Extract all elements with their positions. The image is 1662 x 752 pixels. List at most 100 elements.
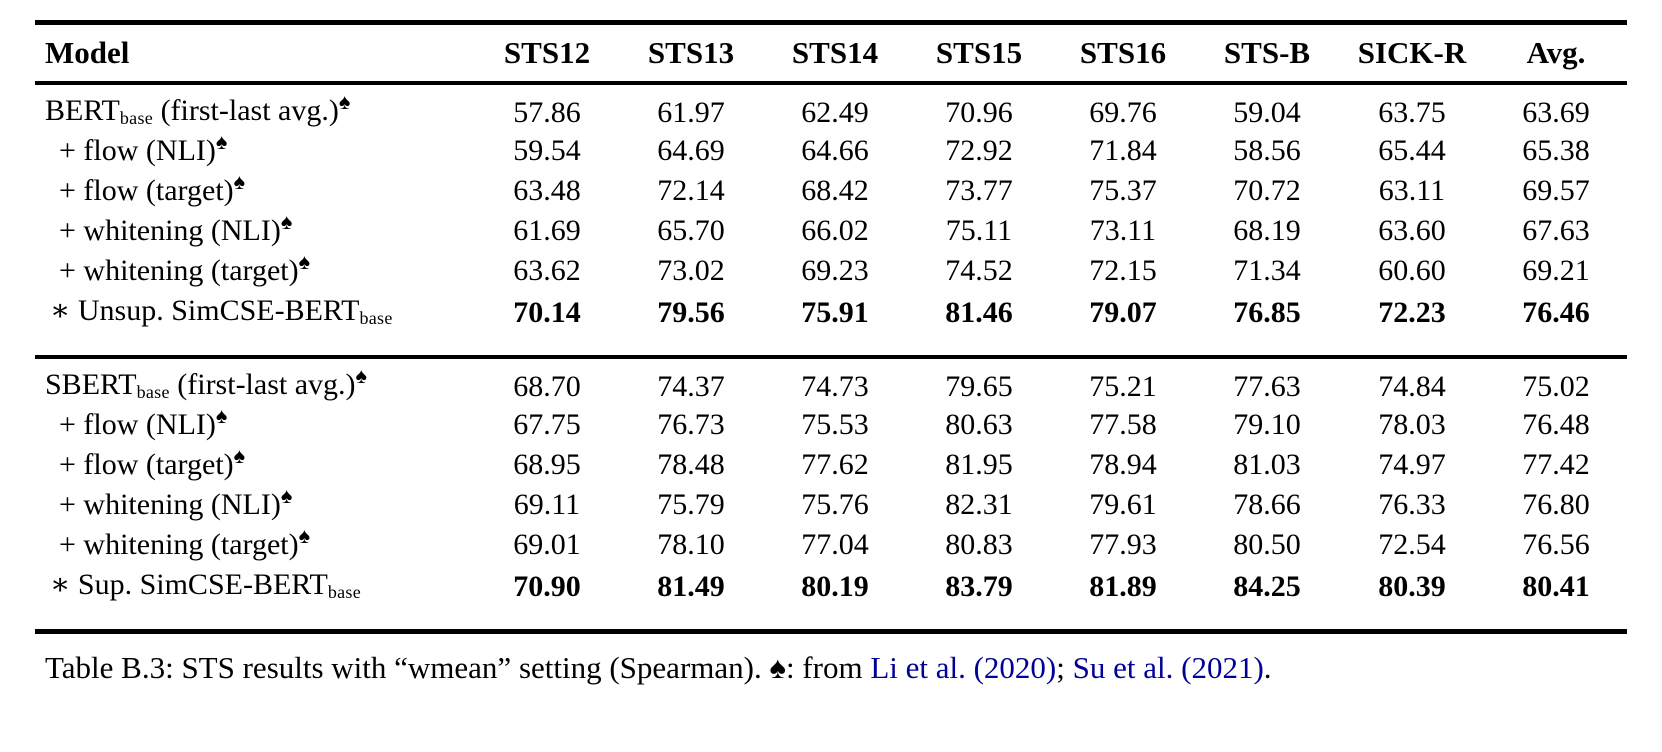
cell-value: 58.56 xyxy=(1233,134,1301,167)
spade-icon: ♠ xyxy=(233,444,246,468)
table-header-rule xyxy=(35,81,1627,85)
cell-value: 61.97 xyxy=(657,95,725,129)
column-header-avg: Avg. xyxy=(1526,35,1586,70)
table-row: + flow (target)♠ 68.95 78.48 77.62 81.95 78.9… xyxy=(35,445,1627,485)
column-header-sick-r: SICK-R xyxy=(1357,35,1467,70)
spade-icon: ♠ xyxy=(355,364,368,388)
cell-value: 72.54 xyxy=(1378,528,1446,561)
cell-value: 59.04 xyxy=(1233,95,1301,129)
cell-value: 78.03 xyxy=(1378,408,1446,441)
row-label-main: + whitening (NLI) xyxy=(59,488,281,521)
spade-icon: ♠ xyxy=(298,250,311,274)
cell-value: 60.60 xyxy=(1378,254,1446,287)
cell-value: 63.60 xyxy=(1378,214,1446,247)
cell-value: 75.79 xyxy=(657,488,725,521)
cell-value: 72.14 xyxy=(657,174,725,207)
row-label: SBERTbase (first-last avg.)♠ xyxy=(35,365,475,408)
table-header-row: Model STS12 STS13 STS14 STS15 STS16 STS-B SICK-… xyxy=(35,25,1627,81)
cell-value: 81.46 xyxy=(945,295,1013,329)
cell-value: 69.57 xyxy=(1522,174,1590,207)
cell-value: 82.31 xyxy=(945,488,1013,521)
cell-value: 76.33 xyxy=(1378,488,1446,521)
cell-value: 69.21 xyxy=(1522,254,1590,287)
row-label: + whitening (target)♠ xyxy=(35,251,475,291)
cell-value: 76.46 xyxy=(1522,295,1590,329)
cell-value: 68.42 xyxy=(801,174,869,207)
spade-icon: ♠ xyxy=(280,210,293,234)
cell-value: 81.89 xyxy=(1089,569,1157,603)
cell-value: 67.63 xyxy=(1522,214,1590,247)
cell-value: 80.41 xyxy=(1522,569,1590,603)
cell-value: 81.49 xyxy=(657,569,725,603)
cell-value: 65.38 xyxy=(1522,134,1590,167)
row-label: + whitening (NLI)♠ xyxy=(35,211,475,251)
cell-value: 78.94 xyxy=(1089,448,1157,481)
cell-value: 75.76 xyxy=(801,488,869,521)
cell-value: 73.02 xyxy=(657,254,725,287)
row-label-detail: (first-last avg.) xyxy=(153,94,339,127)
table-mid-rule xyxy=(35,355,1627,359)
table-bottom-rule xyxy=(35,629,1627,634)
cell-value: 69.01 xyxy=(513,528,581,561)
caption-text: Table B.3: STS results with “wmean” sett… xyxy=(45,650,770,685)
citation-link-li-et-al-2020[interactable]: Li et al. (2020) xyxy=(870,650,1057,685)
spade-icon: ♠ xyxy=(280,484,293,508)
cell-value: 71.84 xyxy=(1089,134,1157,167)
row-label-subscript: base xyxy=(327,581,361,602)
cell-value: 64.66 xyxy=(801,134,869,167)
spade-icon: ♠ xyxy=(215,404,228,428)
citation-link-su-et-al-2021[interactable]: Su et al. (2021) xyxy=(1072,650,1264,685)
cell-value: 77.63 xyxy=(1233,369,1301,403)
row-label: + flow (NLI)♠ xyxy=(35,131,475,171)
row-label-subscript: base xyxy=(359,307,393,328)
row-label: + flow (target)♠ xyxy=(35,445,475,485)
cell-value: 64.69 xyxy=(657,134,725,167)
cell-value: 79.65 xyxy=(945,369,1013,403)
row-label: + whitening (NLI)♠ xyxy=(35,485,475,525)
cell-value: 68.95 xyxy=(513,448,581,481)
cell-value: 79.56 xyxy=(657,295,725,329)
cell-value: 75.02 xyxy=(1522,369,1590,403)
table-caption: Table B.3: STS results with “wmean” sett… xyxy=(45,650,1272,686)
row-label-main: ∗ Unsup. SimCSE-BERT xyxy=(50,294,360,327)
cell-value: 72.15 xyxy=(1089,254,1157,287)
spade-icon: ♠ xyxy=(338,90,351,114)
row-label-main: SBERT xyxy=(45,368,137,401)
column-header-model: Model xyxy=(45,35,130,70)
cell-value: 75.91 xyxy=(801,295,869,329)
spade-icon: ♠ xyxy=(215,130,228,154)
cell-value: 63.75 xyxy=(1378,95,1446,129)
row-label-main: + whitening (NLI) xyxy=(59,214,281,247)
cell-value: 61.69 xyxy=(513,214,581,247)
table-row: ∗ Unsup. SimCSE-BERTbase 70.14 79.56 75.91 8… xyxy=(35,291,1627,331)
cell-value: 77.42 xyxy=(1522,448,1590,481)
cell-value: 76.73 xyxy=(657,408,725,441)
cell-value: 69.23 xyxy=(801,254,869,287)
cell-value: 78.10 xyxy=(657,528,725,561)
cell-value: 62.49 xyxy=(801,95,869,129)
cell-value: 72.23 xyxy=(1378,295,1446,329)
column-header-sts12: STS12 xyxy=(503,35,591,70)
cell-value: 65.44 xyxy=(1378,134,1446,167)
cell-value: 77.58 xyxy=(1089,408,1157,441)
row-label-main: ∗ Sup. SimCSE-BERT xyxy=(50,568,328,601)
cell-value: 76.48 xyxy=(1522,408,1590,441)
spade-icon: ♠ xyxy=(769,650,786,685)
cell-value: 75.53 xyxy=(801,408,869,441)
row-label-subscript: base xyxy=(136,381,170,402)
cell-value: 70.72 xyxy=(1233,174,1301,207)
row-label: + flow (target)♠ xyxy=(35,171,475,211)
cell-value: 75.11 xyxy=(945,214,1013,247)
table-row: ∗ Sup. SimCSE-BERTbase 70.90 81.49 80.19 83.… xyxy=(35,565,1627,605)
table-row: + whitening (NLI)♠ 61.69 65.70 66.02 75.11 73… xyxy=(35,211,1627,251)
row-label-main: + flow (NLI) xyxy=(59,134,216,167)
cell-value: 68.70 xyxy=(513,369,581,403)
cell-value: 81.95 xyxy=(945,448,1013,481)
cell-value: 77.62 xyxy=(801,448,869,481)
row-label: BERTbase (first-last avg.)♠ xyxy=(35,91,475,134)
cell-value: 74.97 xyxy=(1378,448,1446,481)
cell-value: 73.77 xyxy=(945,174,1013,207)
cell-value: 57.86 xyxy=(513,95,581,129)
table-row: SBERTbase (first-last avg.)♠ 68.70 74.37 74… xyxy=(35,365,1627,405)
table-row: + flow (NLI)♠ 59.54 64.69 64.66 72.92 71.84 58… xyxy=(35,131,1627,171)
